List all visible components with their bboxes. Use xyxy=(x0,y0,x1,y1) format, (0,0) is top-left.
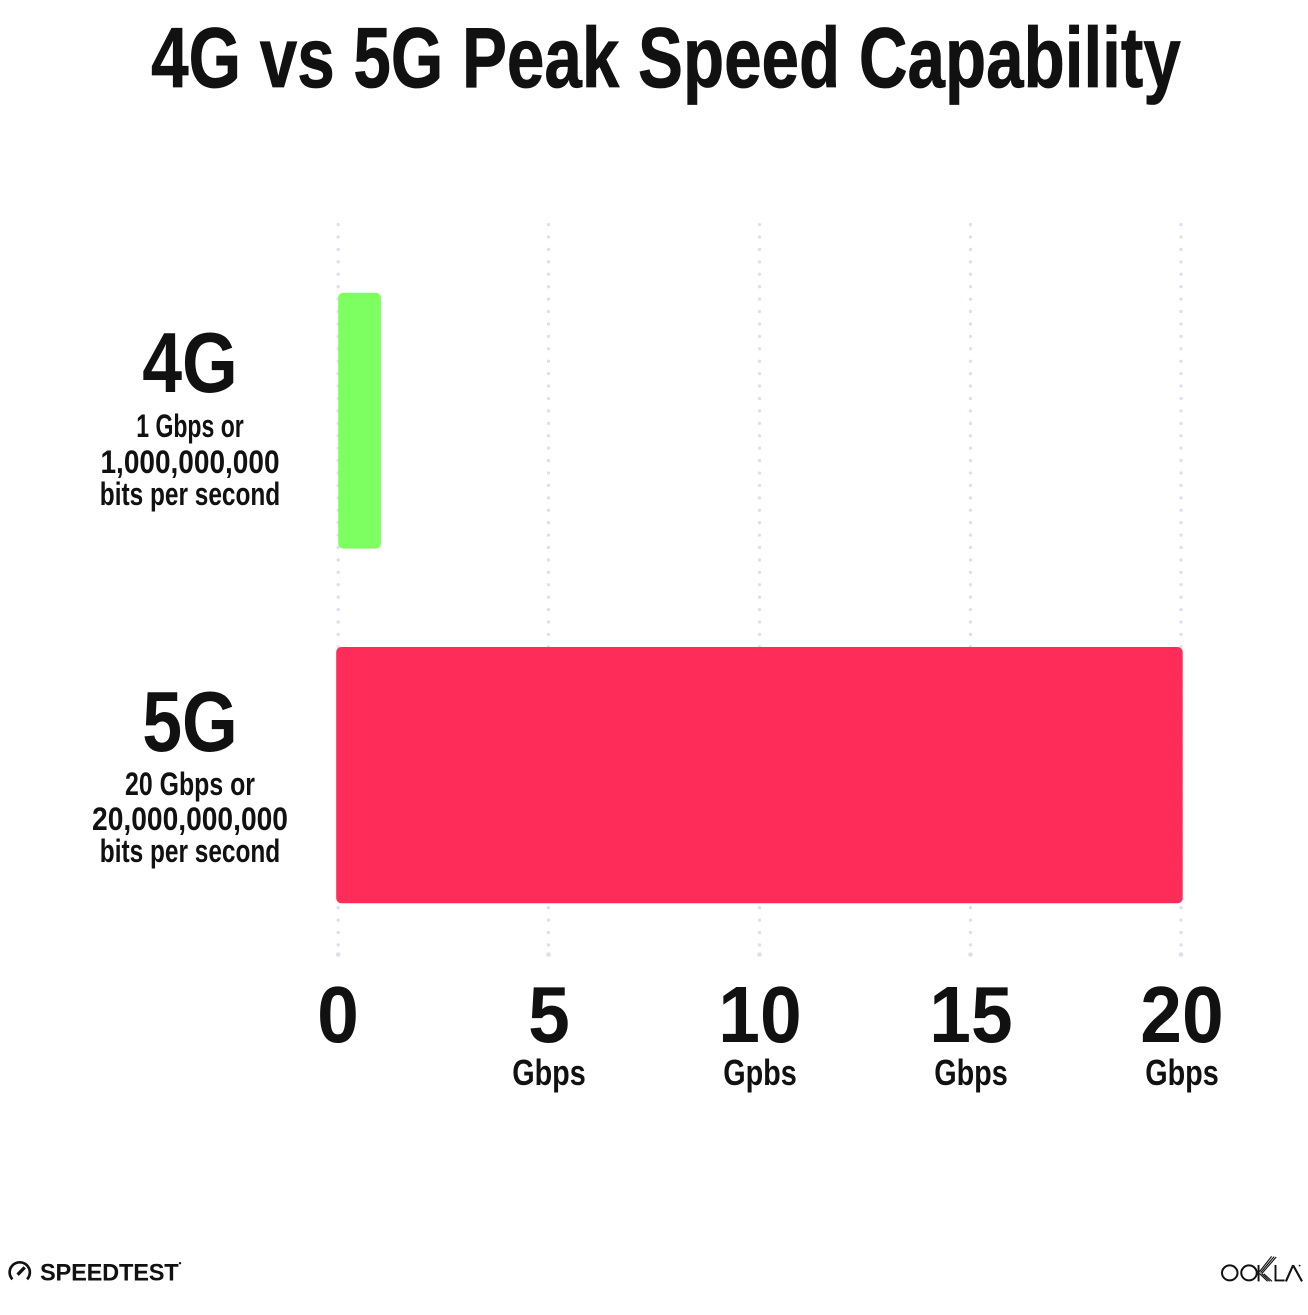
svg-text:SPEEDTEST: SPEEDTEST xyxy=(40,1261,179,1287)
